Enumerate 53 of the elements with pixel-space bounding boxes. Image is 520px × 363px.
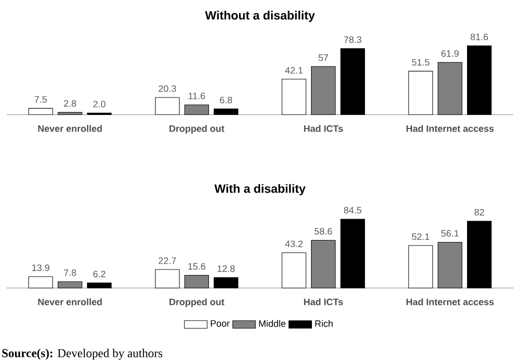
x-tick-label: Had ICTs xyxy=(304,298,343,306)
data-label: 57 xyxy=(318,54,328,62)
data-label: 22.7 xyxy=(158,258,176,264)
data-label: 84.5 xyxy=(344,207,362,214)
data-label: 61.9 xyxy=(441,50,459,57)
data-label: 6.8 xyxy=(220,96,232,104)
data-label: 58.6 xyxy=(314,228,332,235)
x-tick-label: Had Internet access xyxy=(406,125,494,132)
bar xyxy=(155,269,180,288)
x-tick-label: Had ICTs xyxy=(304,125,343,132)
bar xyxy=(408,245,433,288)
bar xyxy=(28,276,53,288)
bar xyxy=(340,48,365,116)
data-label: 7.8 xyxy=(64,270,76,276)
x-tick-label: Never enrolled xyxy=(38,125,102,132)
x-tick-label: Dropped out xyxy=(170,125,224,134)
x-tick-label: Dropped out xyxy=(170,298,224,308)
chart-title: With a disability xyxy=(214,184,306,196)
bar xyxy=(214,108,238,116)
bar xyxy=(214,277,238,288)
data-label: 20.3 xyxy=(158,85,176,92)
data-label: 52.1 xyxy=(412,233,430,240)
bar xyxy=(87,282,112,288)
data-label: 81.6 xyxy=(470,34,488,40)
data-label: 6.2 xyxy=(93,270,106,278)
data-label: 11.6 xyxy=(188,92,205,100)
x-tick-label: Had Internet access xyxy=(406,298,494,306)
data-label: 15.6 xyxy=(188,263,206,270)
data-label: 82 xyxy=(474,209,484,216)
bar xyxy=(467,221,492,288)
bar xyxy=(155,97,180,116)
data-label: 78.3 xyxy=(344,36,362,44)
data-label: 43.2 xyxy=(285,240,303,248)
bar xyxy=(28,108,53,116)
bar xyxy=(282,79,306,116)
bar xyxy=(408,71,433,116)
legend-label: Rich xyxy=(315,320,333,328)
data-label: 56.1 xyxy=(441,230,459,237)
data-label: 12.8 xyxy=(218,266,235,272)
legend-label: Poor xyxy=(210,320,230,327)
bar xyxy=(340,219,365,288)
legend-label: Middle xyxy=(259,320,286,328)
data-label: 7.5 xyxy=(34,96,47,103)
text: Source(s): Developed by authors xyxy=(2,348,162,360)
data-label: 13.9 xyxy=(32,264,50,272)
data-label: 2.8 xyxy=(64,100,76,107)
data-label: 51.5 xyxy=(412,59,430,66)
x-tick-label: Never enrolled xyxy=(38,298,102,306)
data-label: 2.0 xyxy=(93,100,106,108)
chart-title: Without a disability xyxy=(205,10,315,22)
bar xyxy=(282,252,306,288)
data-label: 42.1 xyxy=(285,67,303,74)
bar xyxy=(467,46,492,116)
